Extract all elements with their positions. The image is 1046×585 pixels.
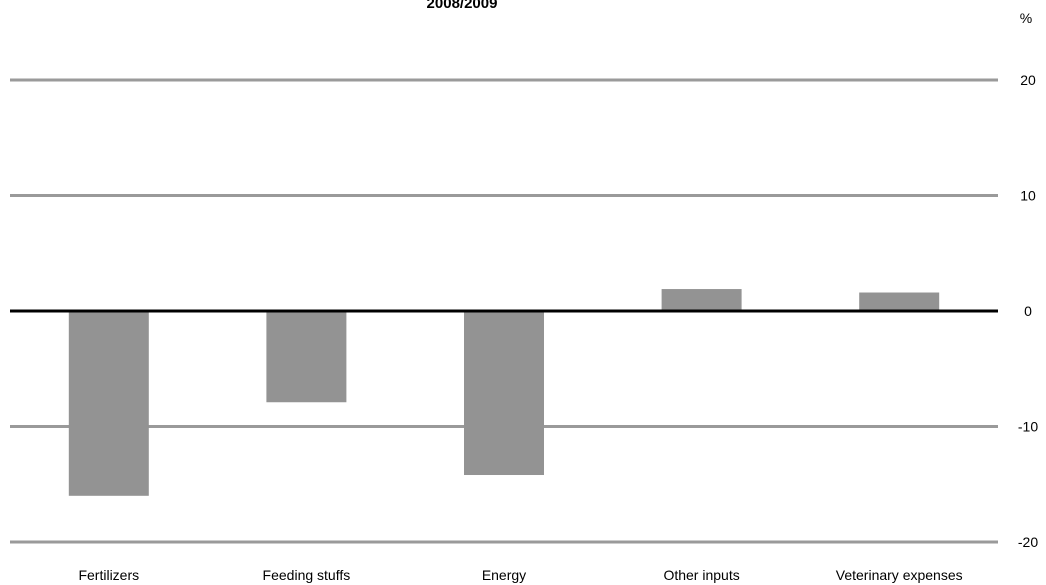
y-tick-label: 0 xyxy=(1024,303,1032,319)
y-axis-unit: % xyxy=(1020,10,1032,26)
x-tick-label: Feeding stuffs xyxy=(263,567,351,583)
y-tick-labels: 20 10 0 -10 -20 xyxy=(1018,72,1038,550)
x-tick-label: Veterinary expenses xyxy=(836,567,963,583)
x-tick-label: Energy xyxy=(482,567,526,583)
bar xyxy=(661,289,742,311)
y-tick-label: -20 xyxy=(1018,534,1038,550)
bar xyxy=(266,311,347,403)
x-tick-labels: Fertilizers Feeding stuffs Energy Other inp… xyxy=(78,567,962,583)
x-tick-label: Other inputs xyxy=(663,567,739,583)
y-tick-label: -10 xyxy=(1018,419,1038,435)
chart-title: 2008/2009 xyxy=(427,0,498,12)
bar xyxy=(464,311,544,476)
y-tick-label: 20 xyxy=(1020,72,1036,88)
bar xyxy=(859,292,940,311)
bar xyxy=(68,311,149,496)
x-tick-label: Fertilizers xyxy=(78,567,139,583)
y-tick-label: 10 xyxy=(1020,188,1036,204)
bars xyxy=(68,289,940,496)
